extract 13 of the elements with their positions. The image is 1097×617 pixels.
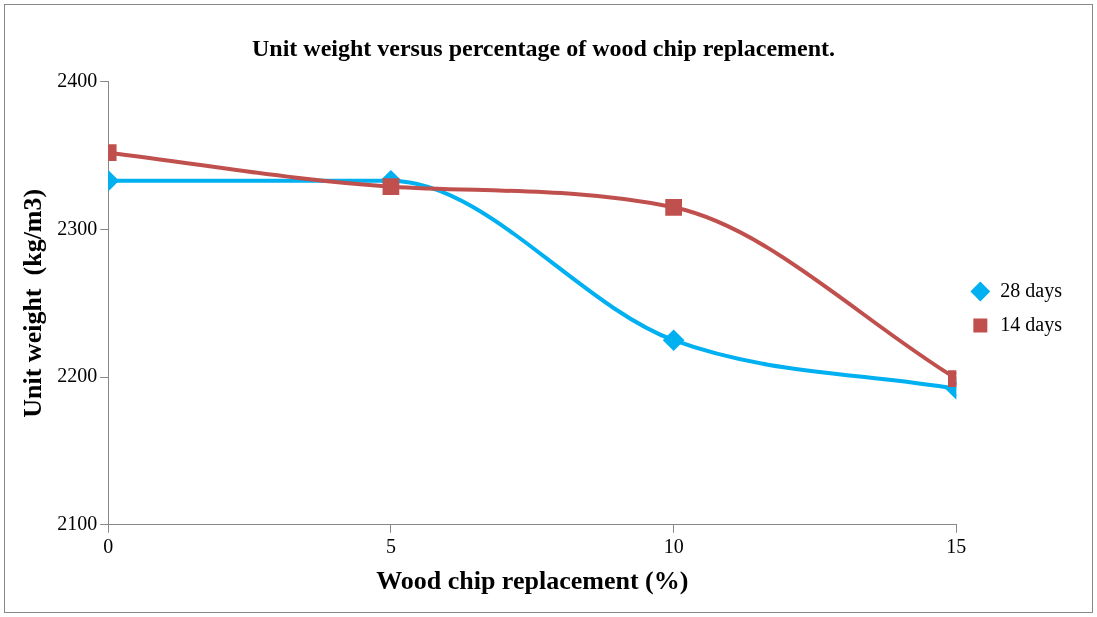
x-tick-label: 15 bbox=[946, 535, 967, 558]
legend-label: 14 days bbox=[1000, 312, 1063, 336]
x-tick-label: 10 bbox=[663, 535, 684, 558]
y-tick-label: 2100 bbox=[57, 512, 98, 535]
y-tick-label: 2200 bbox=[57, 364, 98, 387]
x-axis-title: Wood chip replacement (%) bbox=[376, 566, 689, 596]
y-axis-title: Unit weight (kg/m3) bbox=[18, 188, 48, 418]
x-tick-label: 0 bbox=[103, 535, 114, 558]
chart-title: Unit weight versus percentage of wood chip replacement. bbox=[251, 34, 836, 61]
x-tick-label: 5 bbox=[385, 535, 396, 558]
y-tick-label: 2300 bbox=[57, 216, 98, 239]
legend-label: 28 days bbox=[1000, 278, 1063, 302]
y-tick-label: 2400 bbox=[57, 69, 98, 92]
